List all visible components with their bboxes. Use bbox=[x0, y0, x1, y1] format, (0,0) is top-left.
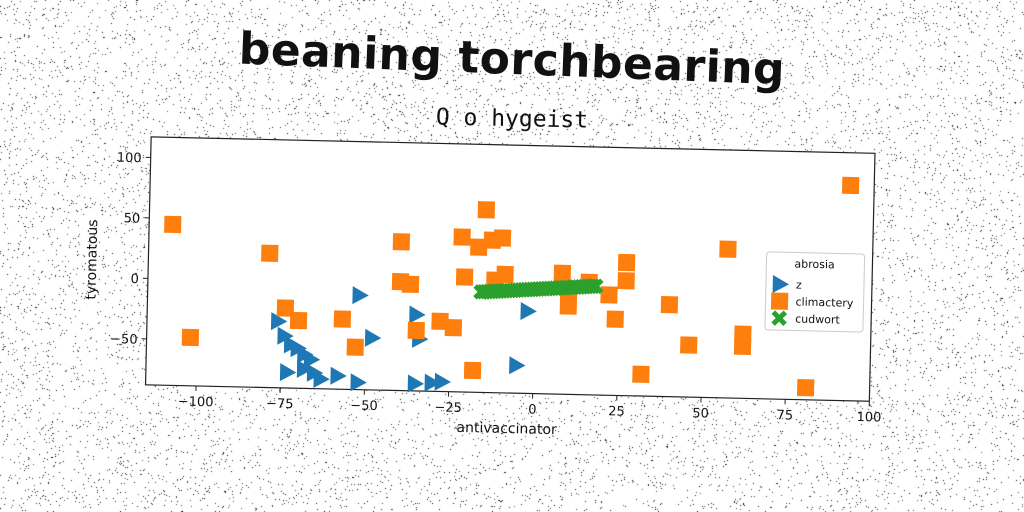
y-tick-label: −50 bbox=[110, 332, 138, 348]
point-climactery bbox=[477, 201, 496, 219]
legend-label-climactery: climactery bbox=[795, 296, 854, 310]
point-climactery bbox=[841, 176, 860, 195]
x-tick-label: 75 bbox=[776, 408, 793, 423]
x-tick-label: 0 bbox=[528, 402, 537, 417]
point-climactery bbox=[493, 229, 512, 247]
point-z bbox=[509, 356, 526, 375]
legend-marker-cudwort bbox=[771, 310, 788, 327]
point-z bbox=[270, 312, 288, 331]
point-z bbox=[352, 286, 369, 305]
point-climactery bbox=[600, 286, 618, 304]
x-tick-label: 50 bbox=[692, 406, 709, 421]
legend-marker-z bbox=[772, 275, 789, 294]
x-tick-label: −50 bbox=[350, 398, 378, 414]
point-climactery bbox=[719, 240, 737, 258]
x-tick-label: 100 bbox=[856, 410, 881, 426]
point-climactery bbox=[333, 310, 352, 328]
point-z bbox=[520, 302, 537, 321]
point-climactery bbox=[392, 233, 411, 251]
point-climactery bbox=[407, 321, 425, 340]
legend: abrosia z climactery cudwort bbox=[764, 251, 866, 333]
point-climactery bbox=[453, 228, 471, 246]
point-climactery bbox=[164, 215, 182, 234]
point-climactery bbox=[346, 338, 364, 356]
point-z bbox=[296, 359, 314, 378]
plot-area: −100 −75 −50 −25 0 25 50 75 100 100 50 0 −50 antivac… bbox=[83, 136, 882, 438]
legend-label-cudwort: cudwort bbox=[795, 313, 841, 327]
point-climactery bbox=[617, 253, 636, 272]
point-z bbox=[330, 366, 347, 385]
point-climactery bbox=[463, 361, 482, 380]
point-climactery bbox=[431, 312, 449, 330]
point-z bbox=[277, 326, 294, 345]
point-climactery bbox=[455, 268, 474, 286]
point-z bbox=[303, 350, 321, 369]
y-tick-label: 0 bbox=[130, 272, 139, 287]
point-climactery bbox=[289, 311, 308, 330]
legend-box bbox=[764, 251, 866, 333]
point-climactery bbox=[660, 296, 679, 314]
point-z bbox=[409, 305, 426, 324]
point-z bbox=[424, 373, 441, 392]
data-marks bbox=[164, 176, 860, 397]
x-tick-label: −75 bbox=[266, 397, 294, 413]
point-climactery bbox=[553, 264, 572, 282]
legend-marker-climactery bbox=[770, 292, 789, 310]
point-cudwort bbox=[587, 278, 604, 294]
point-climactery bbox=[261, 244, 279, 262]
point-climactery bbox=[733, 337, 752, 356]
y-tick-label: 50 bbox=[124, 211, 141, 226]
point-climactery bbox=[632, 365, 650, 383]
point-z bbox=[407, 374, 425, 393]
legend-square-marker bbox=[770, 292, 789, 310]
point-climactery bbox=[680, 336, 698, 354]
y-axis-label: tyromatous bbox=[83, 219, 101, 300]
x-tick-label: −100 bbox=[178, 395, 214, 411]
legend-label-z: z bbox=[796, 279, 802, 292]
legend-triangle-marker bbox=[772, 275, 789, 294]
x-tick-label: −25 bbox=[434, 400, 462, 416]
point-climactery bbox=[606, 310, 624, 328]
point-z bbox=[279, 363, 297, 382]
point-climactery bbox=[617, 272, 635, 290]
point-z bbox=[434, 372, 452, 391]
point-climactery bbox=[470, 238, 488, 256]
point-climactery bbox=[276, 299, 295, 317]
y-tick-label: 100 bbox=[117, 151, 142, 167]
point-climactery bbox=[496, 265, 514, 284]
point-climactery bbox=[181, 328, 200, 347]
x-tick-label: 25 bbox=[608, 404, 625, 419]
x-axis-label: antivaccinator bbox=[456, 420, 557, 438]
legend-title: abrosia bbox=[794, 257, 835, 271]
legend-x-marker bbox=[771, 310, 788, 327]
point-z bbox=[350, 373, 367, 392]
point-z bbox=[364, 328, 382, 347]
axis-ticks: −100 −75 −50 −25 0 25 50 75 100 100 50 0 −50 bbox=[110, 151, 882, 426]
point-z bbox=[313, 369, 330, 388]
point-climactery bbox=[796, 378, 815, 397]
point-climactery bbox=[401, 275, 420, 294]
point-climactery bbox=[444, 318, 463, 337]
